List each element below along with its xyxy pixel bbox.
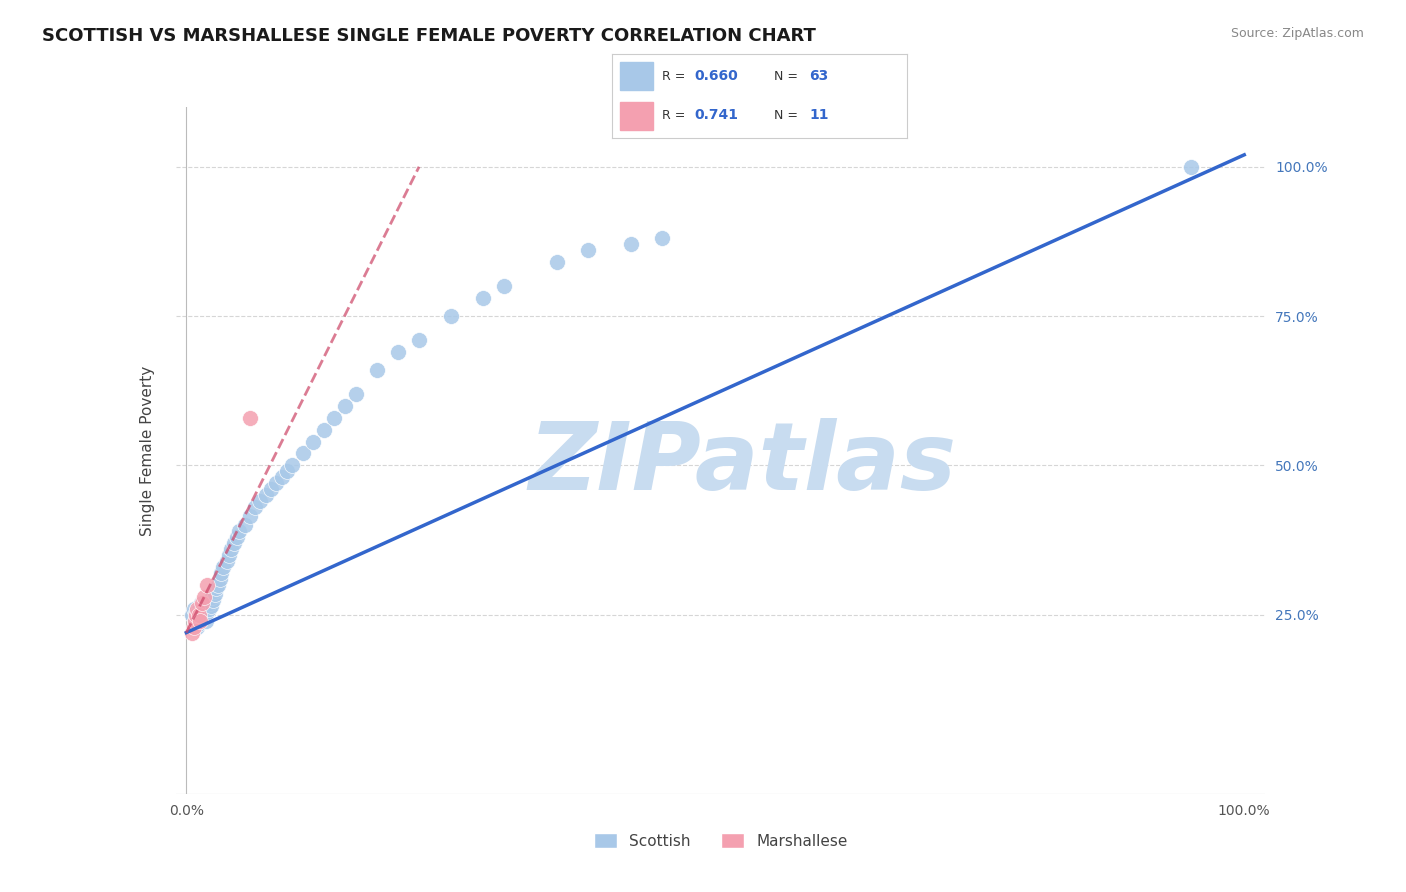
Point — [333, 399, 356, 413]
Point — [197, 601, 219, 615]
Point — [188, 601, 211, 615]
Text: 0.660: 0.660 — [695, 70, 738, 83]
Text: R =: R = — [662, 109, 689, 122]
Point — [193, 601, 215, 615]
Point — [200, 599, 222, 613]
Point — [188, 607, 211, 622]
Point — [209, 572, 232, 586]
Point — [1180, 160, 1202, 174]
Point — [186, 610, 208, 624]
Point — [204, 587, 226, 601]
Point — [188, 614, 211, 628]
Text: R =: R = — [662, 70, 689, 83]
Point — [188, 607, 211, 622]
Point — [190, 596, 212, 610]
Point — [281, 458, 304, 473]
Point — [191, 605, 214, 619]
Point — [205, 581, 228, 595]
Text: SCOTTISH VS MARSHALLESE SINGLE FEMALE POVERTY CORRELATION CHART: SCOTTISH VS MARSHALLESE SINGLE FEMALE PO… — [42, 27, 815, 45]
Point — [215, 554, 238, 568]
Point — [260, 483, 283, 497]
Point — [186, 620, 208, 634]
Point — [183, 601, 205, 615]
Point — [195, 614, 218, 628]
Point — [201, 590, 224, 604]
Text: N =: N = — [775, 70, 801, 83]
Point — [184, 614, 207, 628]
Point — [233, 518, 256, 533]
Point — [226, 530, 249, 544]
Point — [218, 548, 240, 562]
Point — [546, 255, 568, 269]
Point — [270, 470, 292, 484]
Point — [201, 592, 224, 607]
Point — [620, 237, 643, 252]
Point — [184, 607, 207, 622]
Point — [197, 605, 219, 619]
Point — [471, 291, 494, 305]
Point — [302, 434, 325, 449]
Point — [212, 560, 235, 574]
FancyBboxPatch shape — [620, 62, 652, 90]
Text: N =: N = — [775, 109, 801, 122]
Point — [651, 231, 673, 245]
Point — [323, 410, 346, 425]
Point — [191, 610, 214, 624]
Point — [344, 386, 367, 401]
Point — [440, 309, 463, 323]
Legend: Scottish, Marshallese: Scottish, Marshallese — [588, 827, 853, 855]
Point — [209, 566, 232, 580]
Point — [202, 583, 225, 598]
Point — [243, 500, 266, 515]
Point — [183, 620, 205, 634]
Point — [219, 541, 242, 556]
Point — [180, 607, 202, 622]
Point — [194, 599, 217, 613]
Point — [187, 616, 209, 631]
Point — [239, 509, 262, 524]
Text: Source: ZipAtlas.com: Source: ZipAtlas.com — [1230, 27, 1364, 40]
Point — [366, 363, 388, 377]
Point — [180, 625, 202, 640]
Text: 63: 63 — [810, 70, 828, 83]
Point — [197, 578, 219, 592]
Point — [193, 590, 215, 604]
Point — [191, 596, 214, 610]
Point — [207, 578, 229, 592]
Point — [193, 607, 215, 622]
Point — [264, 476, 287, 491]
Y-axis label: Single Female Poverty: Single Female Poverty — [141, 366, 155, 535]
Point — [186, 601, 208, 615]
Point — [276, 464, 298, 478]
Point — [387, 345, 409, 359]
Point — [198, 596, 221, 610]
Text: 11: 11 — [810, 109, 830, 122]
Text: 0.741: 0.741 — [695, 109, 738, 122]
Point — [291, 446, 314, 460]
Point — [184, 605, 207, 619]
Point — [312, 423, 335, 437]
Point — [254, 488, 277, 502]
Point — [184, 614, 207, 628]
Point — [188, 614, 211, 628]
Point — [492, 279, 515, 293]
Point — [408, 333, 430, 347]
Text: ZIPatlas: ZIPatlas — [529, 418, 956, 510]
Point — [249, 494, 271, 508]
Point — [576, 244, 599, 258]
Point — [228, 524, 250, 538]
Point — [222, 536, 245, 550]
Point — [239, 410, 262, 425]
FancyBboxPatch shape — [620, 102, 652, 130]
